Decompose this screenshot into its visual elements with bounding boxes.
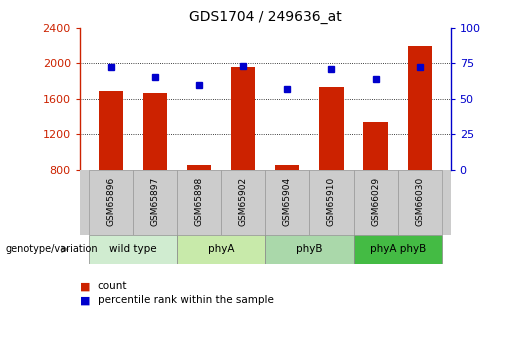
Bar <box>187 165 211 170</box>
Text: GSM65896: GSM65896 <box>106 176 115 226</box>
Bar <box>353 235 442 264</box>
Bar <box>265 170 310 235</box>
Text: GSM65910: GSM65910 <box>327 176 336 226</box>
Bar <box>398 170 442 235</box>
Bar <box>353 170 398 235</box>
Text: percentile rank within the sample: percentile rank within the sample <box>98 295 274 305</box>
Text: phyA phyB: phyA phyB <box>370 244 426 254</box>
Bar <box>231 67 255 170</box>
Bar <box>275 165 299 170</box>
Text: count: count <box>98 282 127 291</box>
Bar <box>407 46 432 170</box>
Title: GDS1704 / 249636_at: GDS1704 / 249636_at <box>189 10 341 24</box>
Text: GSM65902: GSM65902 <box>238 176 248 226</box>
Text: GSM65898: GSM65898 <box>195 176 203 226</box>
Bar <box>98 91 123 170</box>
Text: genotype/variation: genotype/variation <box>5 244 98 254</box>
Bar <box>265 235 353 264</box>
Text: GSM66029: GSM66029 <box>371 176 380 226</box>
Text: wild type: wild type <box>109 244 157 254</box>
Bar <box>319 87 344 170</box>
Text: ■: ■ <box>80 295 90 305</box>
Text: GSM65897: GSM65897 <box>150 176 159 226</box>
Bar <box>364 122 388 170</box>
Text: phyB: phyB <box>296 244 322 254</box>
Bar <box>177 235 265 264</box>
Bar <box>89 170 133 235</box>
Bar <box>133 170 177 235</box>
Text: GSM66030: GSM66030 <box>415 176 424 226</box>
Bar <box>143 93 167 170</box>
Bar <box>221 170 265 235</box>
Bar <box>310 170 353 235</box>
Bar <box>177 170 221 235</box>
Text: ■: ■ <box>80 282 90 291</box>
Text: GSM65904: GSM65904 <box>283 176 292 226</box>
Text: phyA: phyA <box>208 244 234 254</box>
Bar <box>89 235 177 264</box>
